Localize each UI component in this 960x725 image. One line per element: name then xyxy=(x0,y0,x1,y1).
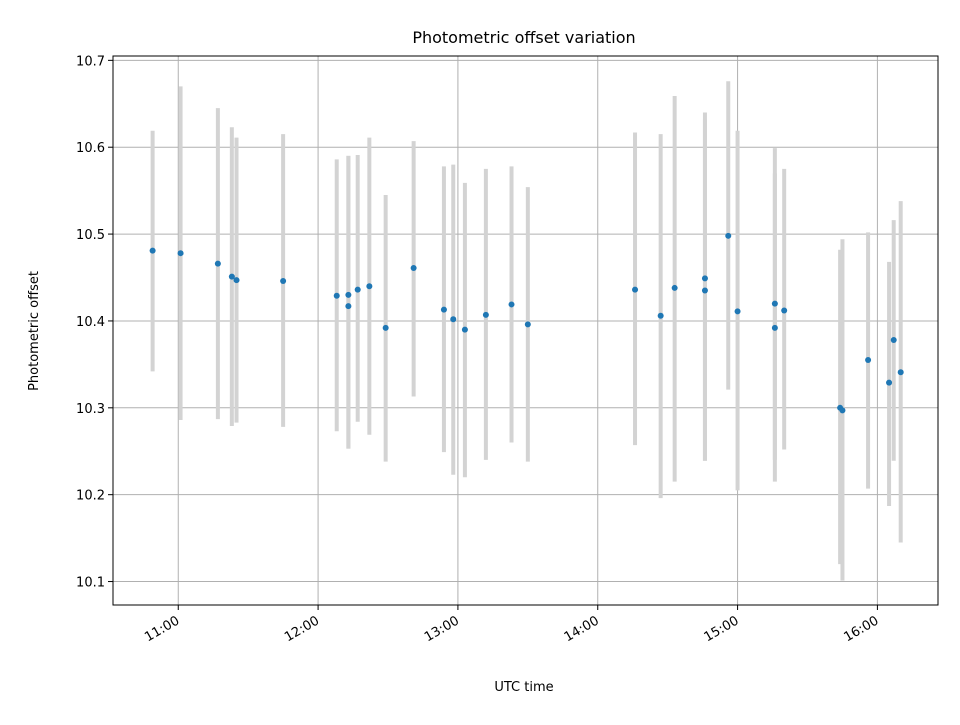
y-tick-label: 10.6 xyxy=(76,141,105,156)
data-point xyxy=(214,260,221,267)
y-tick-label: 10.1 xyxy=(76,576,105,591)
data-point xyxy=(366,283,373,290)
data-point xyxy=(890,337,897,344)
data-point xyxy=(725,232,732,239)
data-point xyxy=(345,291,352,298)
data-point xyxy=(671,284,678,291)
data-point xyxy=(149,247,156,254)
data-point xyxy=(354,286,361,293)
data-point xyxy=(450,316,457,323)
data-point xyxy=(771,324,778,331)
data-point xyxy=(524,321,531,328)
data-point xyxy=(701,275,708,282)
y-tick-label: 10.3 xyxy=(76,402,105,417)
data-point xyxy=(177,250,184,257)
data-points xyxy=(149,232,904,414)
data-point xyxy=(886,379,893,386)
data-point xyxy=(482,311,489,318)
data-point xyxy=(345,303,352,310)
chart-title: Photometric offset variation xyxy=(412,28,635,47)
data-point xyxy=(280,277,287,284)
data-point xyxy=(839,407,846,414)
data-point xyxy=(410,264,417,271)
data-point xyxy=(701,287,708,294)
data-point xyxy=(508,301,515,308)
x-axis-label: UTC time xyxy=(494,680,553,695)
data-point xyxy=(382,324,389,331)
data-point xyxy=(897,369,904,376)
data-point xyxy=(333,292,340,299)
data-point xyxy=(233,277,240,284)
data-point xyxy=(771,300,778,307)
y-tick-label: 10.7 xyxy=(76,54,105,69)
y-tick-label: 10.4 xyxy=(76,315,105,330)
plot-frame xyxy=(112,55,939,606)
data-point xyxy=(657,312,664,319)
data-point xyxy=(228,273,235,280)
data-point xyxy=(781,307,788,314)
y-axis-label: Photometric offset xyxy=(27,271,42,391)
y-tick-label: 10.2 xyxy=(76,489,105,504)
data-point xyxy=(734,308,741,315)
data-point xyxy=(440,306,447,313)
y-tick-label: 10.5 xyxy=(76,228,105,243)
data-point xyxy=(865,357,872,364)
data-point xyxy=(632,286,639,293)
data-point xyxy=(461,326,468,333)
